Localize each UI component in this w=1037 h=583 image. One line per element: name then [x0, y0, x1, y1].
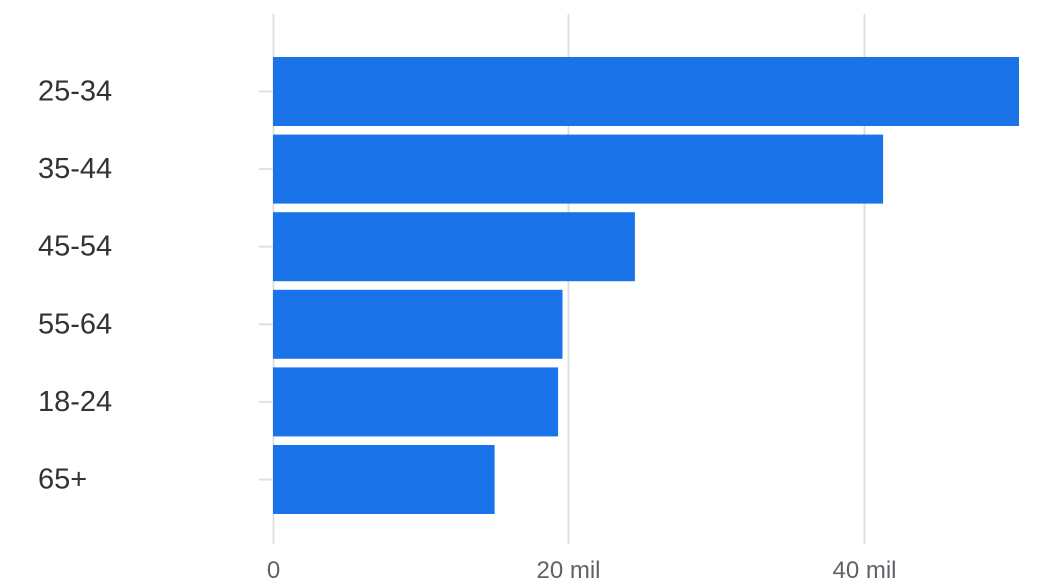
x-tick-label-1: 20 mil: [536, 557, 600, 583]
bar-25-34[interactable]: [273, 57, 1019, 126]
bar-55-64[interactable]: [273, 289, 563, 359]
category-label-5: 65+: [38, 464, 87, 496]
x-tick-label-2: 40 mil: [832, 557, 896, 583]
category-label-0: 25-34: [38, 76, 112, 108]
category-label-3: 55-64: [38, 308, 112, 340]
x-axis-tick-labels: 0 20 mil 40 mil: [267, 557, 897, 583]
category-label-4: 18-24: [38, 386, 112, 418]
category-label-1: 35-44: [38, 153, 112, 185]
category-label-2: 45-54: [38, 231, 112, 263]
category-labels: 25-34 35-44 45-54 55-64 18-24 65+: [38, 76, 112, 496]
bar-45-54[interactable]: [273, 212, 635, 282]
bar-35-44[interactable]: [273, 134, 884, 204]
x-tick-label-0: 0: [267, 557, 280, 583]
bar-18-24[interactable]: [273, 367, 559, 437]
bars: [273, 57, 1019, 514]
bar-65+[interactable]: [273, 445, 495, 514]
